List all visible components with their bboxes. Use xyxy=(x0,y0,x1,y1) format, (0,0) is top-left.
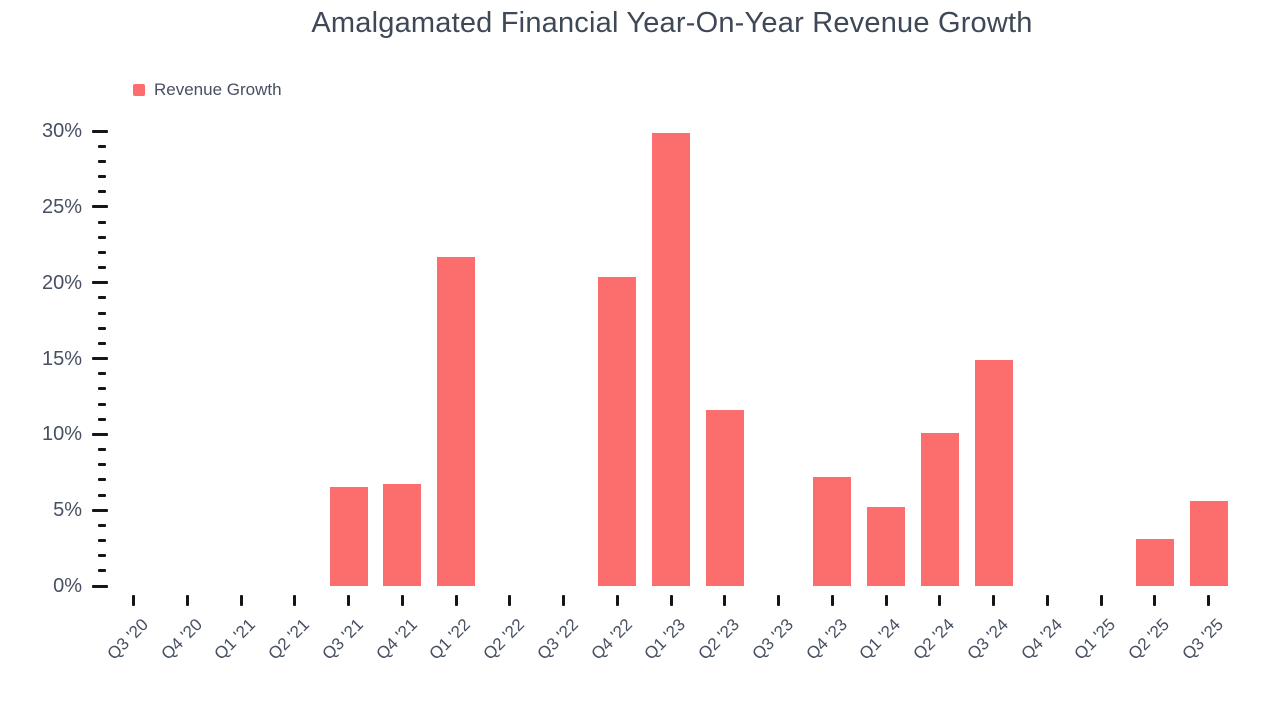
y-axis-tick-label: 25% xyxy=(41,195,82,218)
bar-q124[interactable] xyxy=(867,507,905,586)
y-axis-minor-tick xyxy=(98,250,106,254)
x-axis-tick-label: Q4 '22 xyxy=(587,615,636,664)
bar-q423[interactable] xyxy=(813,476,852,586)
bar-q324[interactable] xyxy=(974,360,1013,586)
x-axis-tick xyxy=(1045,595,1049,606)
y-axis-minor-tick xyxy=(98,296,106,300)
bar-q223[interactable] xyxy=(705,410,744,586)
y-axis-minor-tick xyxy=(98,539,106,542)
x-axis-tick-label: Q4 '24 xyxy=(1017,615,1066,664)
x-axis-tick xyxy=(615,595,619,606)
bar-q325[interactable] xyxy=(1189,501,1228,586)
x-axis-tick xyxy=(669,595,673,606)
y-axis-minor-tick xyxy=(98,326,106,330)
x-axis-tick-label: Q2 '23 xyxy=(694,615,744,664)
x-axis-tick xyxy=(1207,595,1210,606)
y-axis-major-tick xyxy=(92,584,108,588)
y-axis-minor-tick xyxy=(98,190,106,194)
x-axis-tick-label: Q2 '25 xyxy=(1124,615,1174,664)
x-axis-tick-label: Q3 '24 xyxy=(963,615,1012,664)
y-axis-tick-label: 5% xyxy=(53,499,82,522)
bar-q123[interactable] xyxy=(652,132,690,586)
x-axis-tick-label: Q1 '21 xyxy=(210,615,260,664)
y-axis-minor-tick xyxy=(98,220,106,224)
x-axis-tick xyxy=(777,595,780,606)
y-axis-minor-tick xyxy=(98,493,106,497)
x-axis-tick-label: Q1 '23 xyxy=(640,615,690,664)
y-axis-major-tick xyxy=(92,281,108,285)
y-axis-minor-tick xyxy=(98,569,106,573)
bar-q224[interactable] xyxy=(920,432,959,586)
y-axis-minor-tick xyxy=(98,402,106,406)
x-axis-tick xyxy=(185,595,189,606)
y-axis-major-tick xyxy=(92,205,108,209)
x-axis-tick-label: Q1 '22 xyxy=(425,615,475,664)
y-axis-minor-tick xyxy=(98,235,106,239)
legend-item-revenue-growth[interactable]: Revenue Growth xyxy=(133,80,282,100)
bar-q122[interactable] xyxy=(437,256,475,586)
legend-swatch-icon xyxy=(133,84,145,96)
legend-label: Revenue Growth xyxy=(154,80,282,99)
x-axis-tick xyxy=(830,595,834,606)
y-axis-tick-label: 30% xyxy=(41,120,82,142)
x-axis-tick-label: Q3 '25 xyxy=(1178,615,1227,664)
y-axis-tick-label: 10% xyxy=(41,423,82,446)
x-axis-tick-label: Q4 '23 xyxy=(802,615,851,664)
x-axis-tick xyxy=(562,595,565,606)
bar-q422[interactable] xyxy=(598,276,637,586)
y-axis-major-tick xyxy=(92,508,108,512)
bar-q321[interactable] xyxy=(329,487,368,586)
x-axis-tick xyxy=(454,595,458,606)
x-axis-tick xyxy=(938,595,942,606)
x-axis-tick xyxy=(400,595,404,606)
x-axis-tick-label: Q1 '25 xyxy=(1070,615,1120,664)
y-axis-tick-label: 0% xyxy=(53,575,82,597)
x-axis-tick xyxy=(992,595,995,606)
x-axis-tick-label: Q1 '24 xyxy=(855,615,905,664)
y-axis-minor-tick xyxy=(98,144,106,148)
y-axis-minor-tick xyxy=(98,463,106,467)
x-axis-tick-label: Q2 '21 xyxy=(264,615,314,664)
y-axis-minor-tick xyxy=(98,372,106,376)
x-axis-tick xyxy=(293,595,297,606)
y-axis-minor-tick xyxy=(98,448,106,451)
y-axis-minor-tick xyxy=(98,266,106,269)
y-axis-minor-tick xyxy=(98,311,106,315)
y-axis-major-tick xyxy=(92,432,108,436)
y-axis-minor-tick xyxy=(98,175,106,178)
x-axis-tick xyxy=(884,595,888,606)
x-axis-tick-label: Q3 '21 xyxy=(318,615,367,664)
x-axis-tick-label: Q4 '20 xyxy=(157,615,206,664)
y-axis-minor-tick xyxy=(98,478,106,482)
y-axis-major-tick xyxy=(92,357,108,360)
x-axis-tick xyxy=(1099,595,1103,606)
y-axis-minor-tick xyxy=(98,159,106,163)
x-axis-tick xyxy=(239,595,243,606)
x-axis-tick-label: Q2 '24 xyxy=(909,615,959,664)
y-axis-tick-label: 15% xyxy=(41,347,82,370)
x-axis-tick-label: Q3 '20 xyxy=(103,615,152,664)
x-axis-tick xyxy=(1153,595,1157,606)
bar-q421[interactable] xyxy=(383,484,422,586)
chart-title: Amalgamated Financial Year-On-Year Reven… xyxy=(311,7,1033,39)
x-axis-tick-label: Q4 '21 xyxy=(372,615,421,664)
y-axis-major-tick xyxy=(92,129,108,133)
y-axis-minor-tick xyxy=(98,387,106,391)
x-axis-tick xyxy=(723,595,727,606)
y-axis-tick-label: 20% xyxy=(41,271,82,294)
y-axis-minor-tick xyxy=(98,341,106,345)
y-axis-minor-tick xyxy=(98,554,106,558)
bar-q225[interactable] xyxy=(1135,538,1174,586)
x-axis-tick xyxy=(508,595,512,606)
x-axis-tick xyxy=(132,595,135,606)
y-axis-minor-tick xyxy=(98,523,106,527)
x-axis-tick-label: Q3 '23 xyxy=(748,615,797,664)
y-axis-minor-tick xyxy=(98,417,106,421)
x-axis-tick xyxy=(347,595,350,606)
x-axis-tick-label: Q3 '22 xyxy=(533,615,582,664)
x-axis-tick-label: Q2 '22 xyxy=(479,615,529,664)
